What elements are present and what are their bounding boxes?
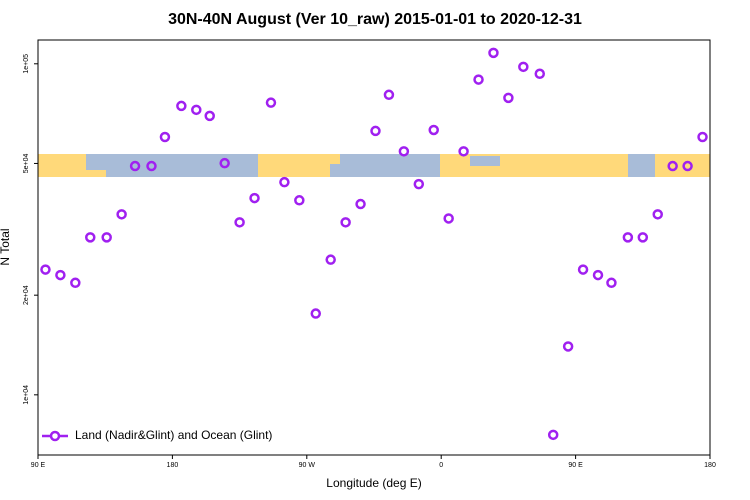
x-axis-label: Longitude (deg E) xyxy=(326,476,421,490)
point xyxy=(577,264,589,275)
point xyxy=(325,254,336,265)
point xyxy=(473,74,484,85)
point xyxy=(204,110,215,122)
point xyxy=(667,160,678,172)
point xyxy=(488,47,499,59)
point xyxy=(146,160,157,172)
point xyxy=(637,232,649,243)
point xyxy=(370,125,381,137)
point xyxy=(129,160,141,172)
point xyxy=(622,232,634,243)
point xyxy=(503,92,514,104)
point xyxy=(413,178,425,190)
point xyxy=(652,209,663,220)
point xyxy=(518,61,529,73)
x-tick-label: 90 W xyxy=(299,462,316,469)
point xyxy=(606,277,617,289)
legend-label: Land (Nadir&Glint) and Ocean (Glint) xyxy=(75,428,272,442)
point xyxy=(191,104,202,116)
x-tick-label: 180 xyxy=(704,462,716,469)
point xyxy=(294,195,305,206)
point xyxy=(85,232,96,243)
point xyxy=(428,124,439,136)
point xyxy=(40,264,51,275)
y-tick-label: 1e+05 xyxy=(23,54,30,74)
point xyxy=(682,160,693,172)
point xyxy=(265,97,277,108)
point xyxy=(340,217,351,228)
point xyxy=(443,213,454,224)
chart-title: 30N-40N August (Ver 10_raw) 2015-01-01 t… xyxy=(168,11,582,28)
point xyxy=(697,131,708,143)
point xyxy=(383,89,395,101)
legend-marker xyxy=(49,430,61,442)
point xyxy=(355,198,366,210)
point xyxy=(279,176,290,188)
point xyxy=(176,100,187,112)
x-tick-label: 180 xyxy=(167,462,179,469)
point xyxy=(592,269,604,281)
point xyxy=(398,146,410,157)
y-axis-label: N Total xyxy=(0,228,12,265)
plot-frame xyxy=(37,39,711,456)
point xyxy=(234,217,245,228)
point xyxy=(310,308,322,319)
y-tick-label: 2e+04 xyxy=(23,285,30,305)
point xyxy=(55,269,66,281)
point xyxy=(562,341,574,352)
point xyxy=(534,68,546,80)
point xyxy=(101,232,112,243)
y-tick-label: 5e+04 xyxy=(23,154,30,174)
point xyxy=(547,429,559,441)
y-tick-label: 1e+04 xyxy=(23,385,30,405)
point xyxy=(116,209,127,220)
map-band xyxy=(38,154,710,177)
point xyxy=(249,192,260,204)
x-tick-label: 90 E xyxy=(568,462,583,469)
x-tick-label: 0 xyxy=(439,462,443,469)
point xyxy=(70,277,81,289)
point xyxy=(159,131,171,143)
x-tick-label: 90 E xyxy=(31,462,46,469)
point xyxy=(219,157,230,169)
point xyxy=(458,146,469,157)
